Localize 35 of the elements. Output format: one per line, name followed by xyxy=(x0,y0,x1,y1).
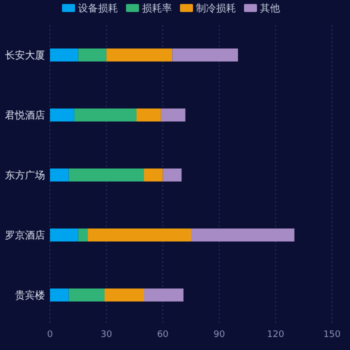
bar xyxy=(88,228,191,242)
bar xyxy=(78,228,88,242)
x-tick-label: 90 xyxy=(213,330,226,340)
bar xyxy=(50,228,78,242)
bar xyxy=(144,168,163,182)
y-tick-label: 君悦酒店 xyxy=(5,110,45,122)
bar xyxy=(74,108,136,122)
bar xyxy=(191,228,294,242)
legend-label: 设备损耗 xyxy=(78,2,118,14)
x-tick-label: 30 xyxy=(100,330,112,340)
bar xyxy=(172,48,238,62)
x-tick-label: 0 xyxy=(47,330,54,340)
bar xyxy=(68,168,144,182)
y-tick-label: 长安大厦 xyxy=(5,50,45,62)
x-tick-label: 60 xyxy=(157,330,169,340)
x-tick-label: 120 xyxy=(267,330,284,340)
bar xyxy=(50,48,78,62)
x-tick-label: 150 xyxy=(323,330,341,340)
legend-label: 损耗率 xyxy=(142,2,172,14)
y-tick-label: 罗京酒店 xyxy=(5,230,45,242)
bar xyxy=(160,108,186,122)
bar xyxy=(144,288,184,302)
bar xyxy=(50,108,74,122)
legend-label: 其他 xyxy=(260,2,280,14)
legend-label: 制冷损耗 xyxy=(196,2,236,14)
bar xyxy=(106,48,172,62)
bar xyxy=(78,48,106,62)
bar xyxy=(104,288,144,302)
bar xyxy=(136,108,161,122)
bar xyxy=(50,168,69,182)
bar xyxy=(50,288,69,302)
y-tick-label: 贵宾楼 xyxy=(15,290,45,302)
y-tick-label: 东方广场 xyxy=(5,170,45,182)
bar xyxy=(162,168,182,182)
bar xyxy=(68,288,105,302)
